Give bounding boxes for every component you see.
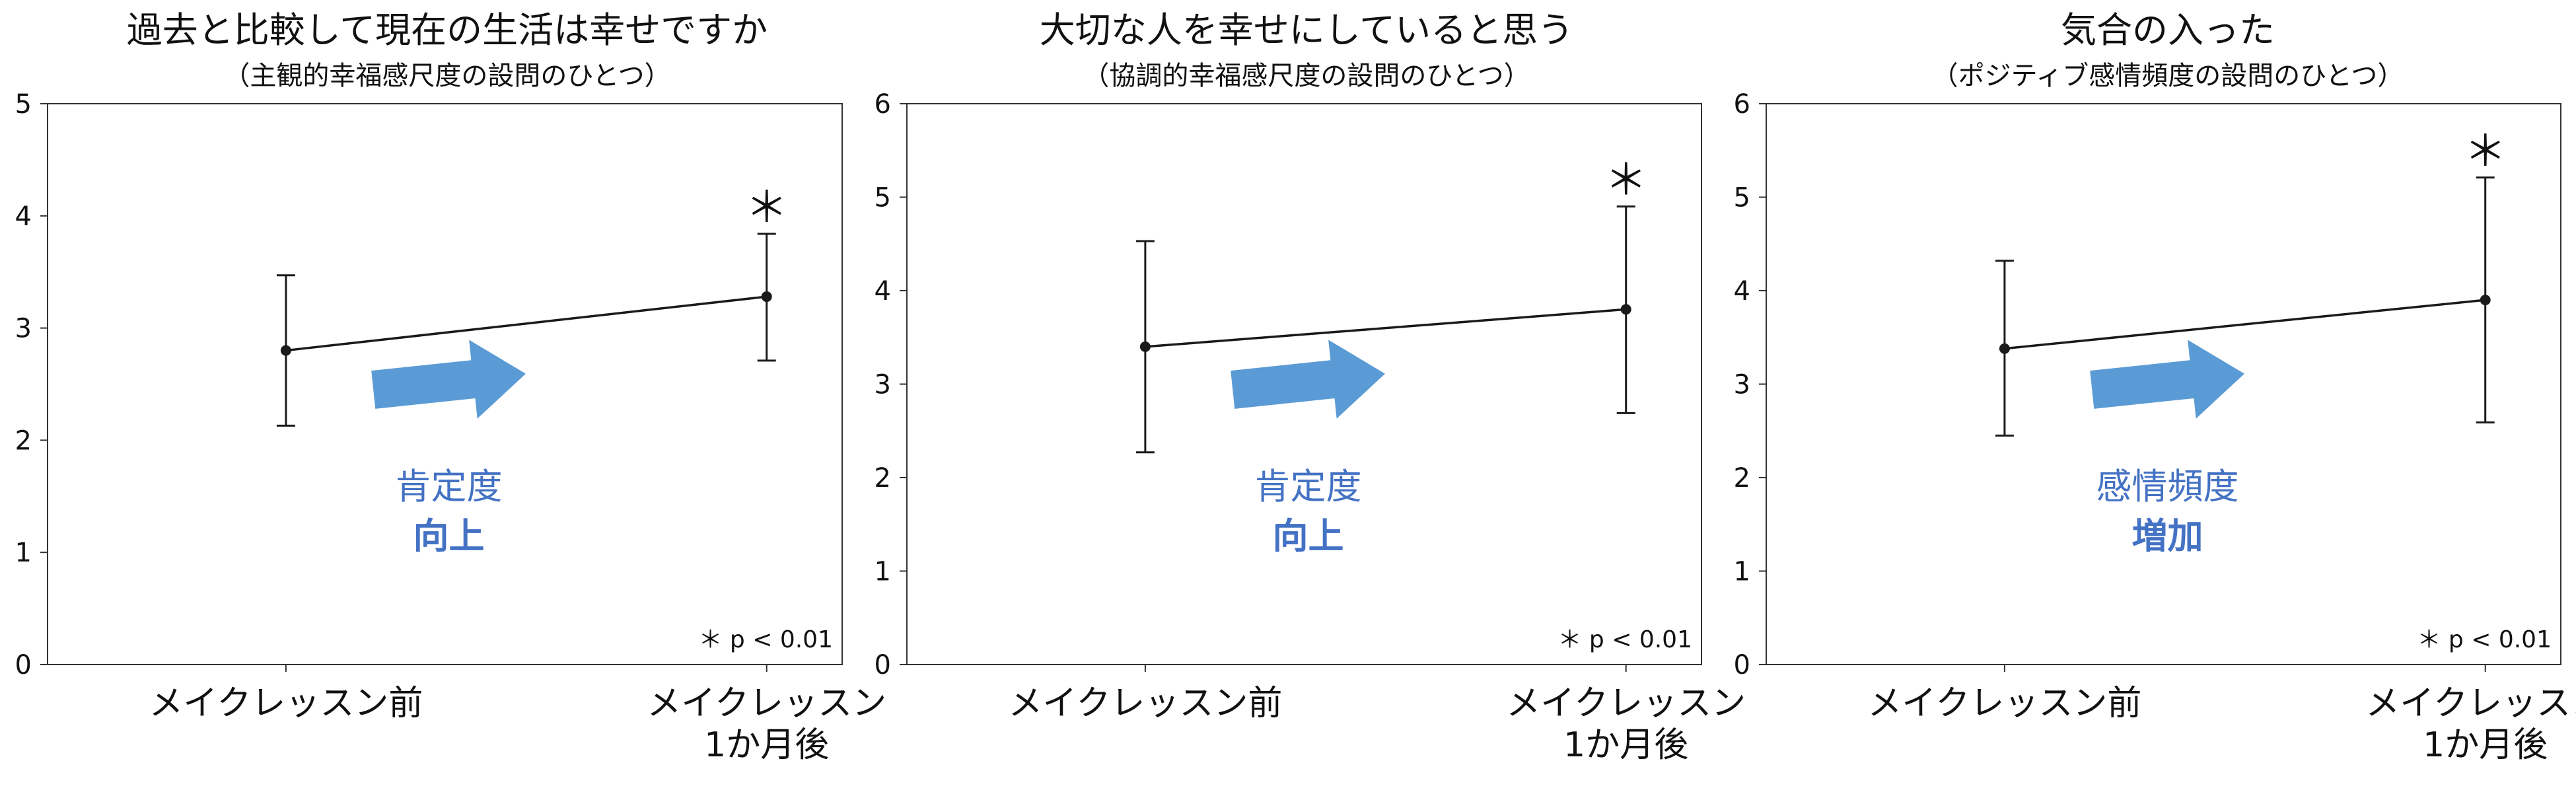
chart-subtitle: （協調的幸福感尺度の設問のひとつ） (1083, 61, 1530, 91)
right-arrow-shape (1231, 340, 1385, 419)
y-tick-label: 0 (875, 650, 891, 680)
y-tick-label: 4 (875, 276, 891, 307)
significance-marker: ＊ (1605, 157, 1647, 205)
x-tick-label: メイクレッスン (2365, 684, 2576, 723)
chart-panel-1: 過去と比較して現在の生活は幸せですか （主観的幸福感尺度の設問のひとつ） 0 1 2 3 4… (15, 9, 887, 765)
y-tick-label: 6 (1734, 89, 1750, 120)
chart-subtitle: （ポジティブ感情頻度の設問のひとつ） (1932, 61, 2404, 91)
x-tick-label: メイクレッスン (647, 684, 886, 723)
chart-panel-2: 大切な人を幸せにしていると思う （協調的幸福感尺度の設問のひとつ） 0 1 2 3 4 5 6 メ… (875, 9, 1746, 765)
data-point (1999, 343, 2010, 354)
y-tick-label: 3 (1734, 370, 1750, 400)
x-tick-label: メイクレッスン前 (1867, 684, 2141, 723)
annotation-label: 肯定度 (1255, 466, 1362, 507)
y-tick-label: 1 (1734, 557, 1750, 587)
y-tick-label: 2 (1734, 463, 1750, 493)
y-tick-label: 3 (15, 314, 32, 344)
footnote: ＊ p < 0.01 (2417, 626, 2552, 653)
significance-marker: ＊ (746, 184, 788, 233)
y-tick-label: 1 (875, 557, 891, 587)
y-tick-label: 6 (875, 89, 891, 120)
right-arrow-icon (1231, 340, 1385, 419)
y-tick-label: 0 (1734, 650, 1750, 680)
annotation-emphasis: 増加 (2132, 515, 2203, 557)
chart-title: 大切な人を幸せにしていると思う (1040, 9, 1573, 51)
chart-subtitle: （主観的幸福感尺度の設問のひとつ） (223, 61, 670, 91)
chart-panel-3: 気合の入った （ポジティブ感情頻度の設問のひとつ） 0 1 2 3 4 5 6 メイクレッスン前 メ… (1734, 9, 2576, 765)
y-tick-label: 5 (1734, 183, 1750, 213)
series-line (285, 295, 767, 352)
y-tick-label: 3 (875, 370, 891, 400)
footnote: ＊ p < 0.01 (698, 626, 833, 653)
x-tick-label: 1か月後 (2423, 725, 2548, 765)
y-tick-label: 2 (15, 425, 32, 456)
footnote: ＊ p < 0.01 (1557, 626, 1692, 653)
annotation-emphasis: 向上 (413, 515, 485, 557)
y-tick-label: 5 (875, 183, 891, 213)
y-tick-label: 0 (15, 650, 32, 680)
y-tick-label: 2 (875, 463, 891, 493)
chart-title: 気合の入った (2061, 9, 2275, 51)
right-arrow-icon (371, 340, 526, 419)
right-arrow-shape (371, 340, 526, 419)
plot-frame (47, 103, 843, 665)
y-tick-label: 1 (15, 538, 32, 568)
series-line (2004, 299, 2486, 350)
chart-title: 過去と比較して現在の生活は幸せですか (127, 9, 768, 51)
annotation-emphasis: 向上 (1273, 515, 1344, 557)
data-point (280, 345, 291, 356)
x-tick-label: 1か月後 (704, 725, 829, 765)
right-arrow-icon (2090, 340, 2244, 419)
y-tick-label: 4 (15, 201, 32, 232)
right-arrow-shape (2090, 340, 2244, 419)
y-tick-label: 5 (15, 89, 32, 120)
x-tick-label: メイクレッスン (1506, 684, 1746, 723)
x-tick-label: 1か月後 (1563, 725, 1688, 765)
data-point (1139, 341, 1151, 352)
data-point (1620, 304, 1631, 315)
y-tick-label: 4 (1734, 276, 1750, 307)
x-tick-label: メイクレッスン前 (149, 684, 423, 723)
x-tick-label: メイクレッスン前 (1008, 684, 1282, 723)
data-point (2480, 295, 2491, 306)
annotation-label: 感情頻度 (2096, 466, 2239, 507)
data-point (761, 291, 772, 303)
annotation-label: 肯定度 (396, 466, 503, 507)
significance-marker: ＊ (2464, 127, 2507, 176)
series-line (1145, 308, 1626, 348)
